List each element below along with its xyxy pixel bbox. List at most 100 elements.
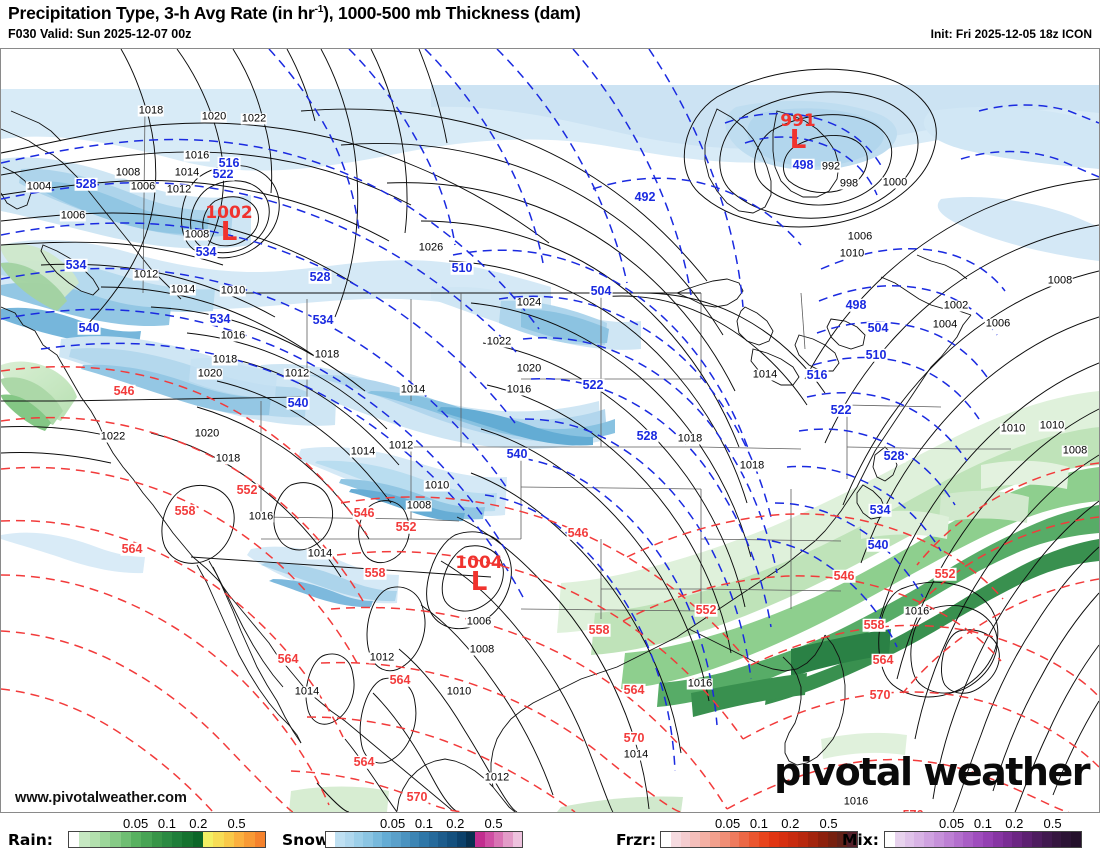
map-canvas[interactable]: 991 L 1002 L 1004 L 1018 1020 1022 1016 1008… <box>0 48 1100 813</box>
legend-swatch <box>372 832 382 847</box>
isobar-label: 1010 <box>219 284 247 297</box>
legend-swatch <box>670 832 681 847</box>
thickness-label-warm: 546 <box>112 383 136 398</box>
legend-tick-label: 0.2 <box>446 816 465 831</box>
map-header: Precipitation Type, 3-h Avg Rate (in hr-… <box>0 0 1100 48</box>
legend-swatch <box>690 832 701 847</box>
legend-colorbar[interactable] <box>884 831 1082 848</box>
isobar-label: 1010 <box>423 479 451 492</box>
website-url: www.pivotalweather.com <box>15 790 187 806</box>
thickness-label-cold: 528 <box>74 176 98 191</box>
legend-swatch <box>89 832 100 847</box>
legend-swatch <box>963 832 974 847</box>
legend-label: Rain: <box>8 831 53 849</box>
thickness-label-cold: 516 <box>805 367 829 382</box>
thickness-label-cold: 492 <box>633 189 657 204</box>
thickness-label-cold: 510 <box>864 347 888 362</box>
legend-swatch <box>409 832 420 847</box>
isobar-label: 1020 <box>196 367 224 380</box>
isobar-label: 1012 <box>483 771 511 784</box>
legend-swatch <box>456 832 466 847</box>
isobar-label: 992 <box>820 160 842 173</box>
isobar-label: 1016 <box>219 329 247 342</box>
legend-swatch <box>661 832 671 847</box>
legend-tick-label: 0.1 <box>749 816 769 831</box>
contour-label-layer: 1018 1020 1022 1016 1008 1014 1004 1006 1012 1006… <box>1 49 1099 812</box>
isobar-label: 1018 <box>214 452 242 465</box>
legend-swatch <box>120 832 131 847</box>
isobar-label: 1020 <box>193 427 221 440</box>
legend-swatch <box>817 832 828 847</box>
isobar-label: 1008 <box>468 643 496 656</box>
legend-group-mix: Mix: 0.05 0.1 0.2 0.5 <box>0 814 1100 850</box>
legend-swatch <box>335 832 345 847</box>
isobar-label: 1014 <box>306 547 334 560</box>
legend-colorbar[interactable] <box>325 831 523 848</box>
init-time-label: Init: Fri 2025-12-05 18z ICON <box>930 27 1092 41</box>
thickness-label-cold: 540 <box>77 320 101 335</box>
legend-swatch <box>1041 832 1052 847</box>
thickness-label-cold: 528 <box>635 428 659 443</box>
thickness-label-warm: 558 <box>363 565 387 580</box>
thickness-label-cold: 504 <box>866 320 890 335</box>
legend-tick-label: 0.1 <box>973 816 993 831</box>
valid-time-label: F030 Valid: Sun 2025-12-07 00z <box>8 27 192 41</box>
legend-ticks: 0.05 0.1 0.2 0.5 <box>660 816 856 831</box>
isobar-label: 1000 <box>881 176 909 189</box>
isobar-label: 1006 <box>465 615 493 628</box>
isobar-label: 1008 <box>1046 274 1074 287</box>
legend-swatch <box>400 832 410 847</box>
legend-swatch <box>933 832 944 847</box>
legend-ticks: 0.05 0.1 0.2 0.5 <box>68 816 264 831</box>
legend-swatch <box>419 832 429 847</box>
isobar-label: 1008 <box>114 166 142 179</box>
thickness-label-cold: 522 <box>581 377 605 392</box>
isobar-label: 1026 <box>417 241 445 254</box>
isobar-label: 1014 <box>293 685 321 698</box>
isobar-label: 1012 <box>387 439 415 452</box>
isobar-label: 1022 <box>240 112 268 125</box>
legend-tick-label: 0.2 <box>781 816 800 831</box>
legend-swatch <box>223 832 234 847</box>
precip-colorbar-legend: Rain: 0.05 0.1 0.2 0.5 Snow: 0.05 0.1 0.2 0.5 Frzr… <box>0 814 1100 850</box>
thickness-label-cold: 534 <box>64 257 88 272</box>
legend-swatch <box>363 832 373 847</box>
legend-colorbar[interactable] <box>68 831 266 848</box>
isobar-label: 1004 <box>25 180 53 193</box>
legend-swatch <box>130 832 142 847</box>
thickness-label-cold: 498 <box>791 157 815 172</box>
page-title: Precipitation Type, 3-h Avg Rate (in hr-… <box>8 3 581 24</box>
legend-tick-label: 0.5 <box>227 816 246 831</box>
legend-swatch <box>428 832 438 847</box>
thickness-label-warm: 564 <box>276 651 300 666</box>
legend-colorbar[interactable] <box>660 831 858 848</box>
isobar-label: 1002 <box>942 299 970 312</box>
legend-swatch <box>447 832 457 847</box>
thickness-label-warm: 564 <box>388 672 412 687</box>
thickness-label-warm: 552 <box>394 519 418 534</box>
isobar-label: 1022 <box>99 430 127 443</box>
legend-tick-label: 0.05 <box>938 816 965 831</box>
legend-swatch <box>110 832 121 847</box>
thickness-label-cold: 522 <box>829 402 853 417</box>
legend-swatch <box>953 832 964 847</box>
legend-swatch <box>729 832 740 847</box>
isobar-label: 1012 <box>132 268 160 281</box>
legend-swatch <box>1051 832 1062 847</box>
isobar-label: 1008 <box>1061 444 1089 457</box>
legend-swatch <box>778 832 789 847</box>
thickness-label-cold: 522 <box>211 166 235 181</box>
legend-swatch <box>788 832 799 847</box>
isobar-label: 1010 <box>1038 419 1066 432</box>
low-pressure-value: 1004 <box>455 553 503 573</box>
isobar-label: 1012 <box>165 183 193 196</box>
legend-swatch <box>904 832 915 847</box>
legend-swatch <box>161 832 173 847</box>
isobar-label: 1024 <box>515 296 543 309</box>
legend-swatch <box>798 832 808 847</box>
thickness-label-warm: 546 <box>832 568 856 583</box>
low-pressure-letter: L <box>470 567 488 597</box>
thickness-label-cold: 528 <box>882 448 906 463</box>
thickness-contours-warm <box>1 366 1099 812</box>
